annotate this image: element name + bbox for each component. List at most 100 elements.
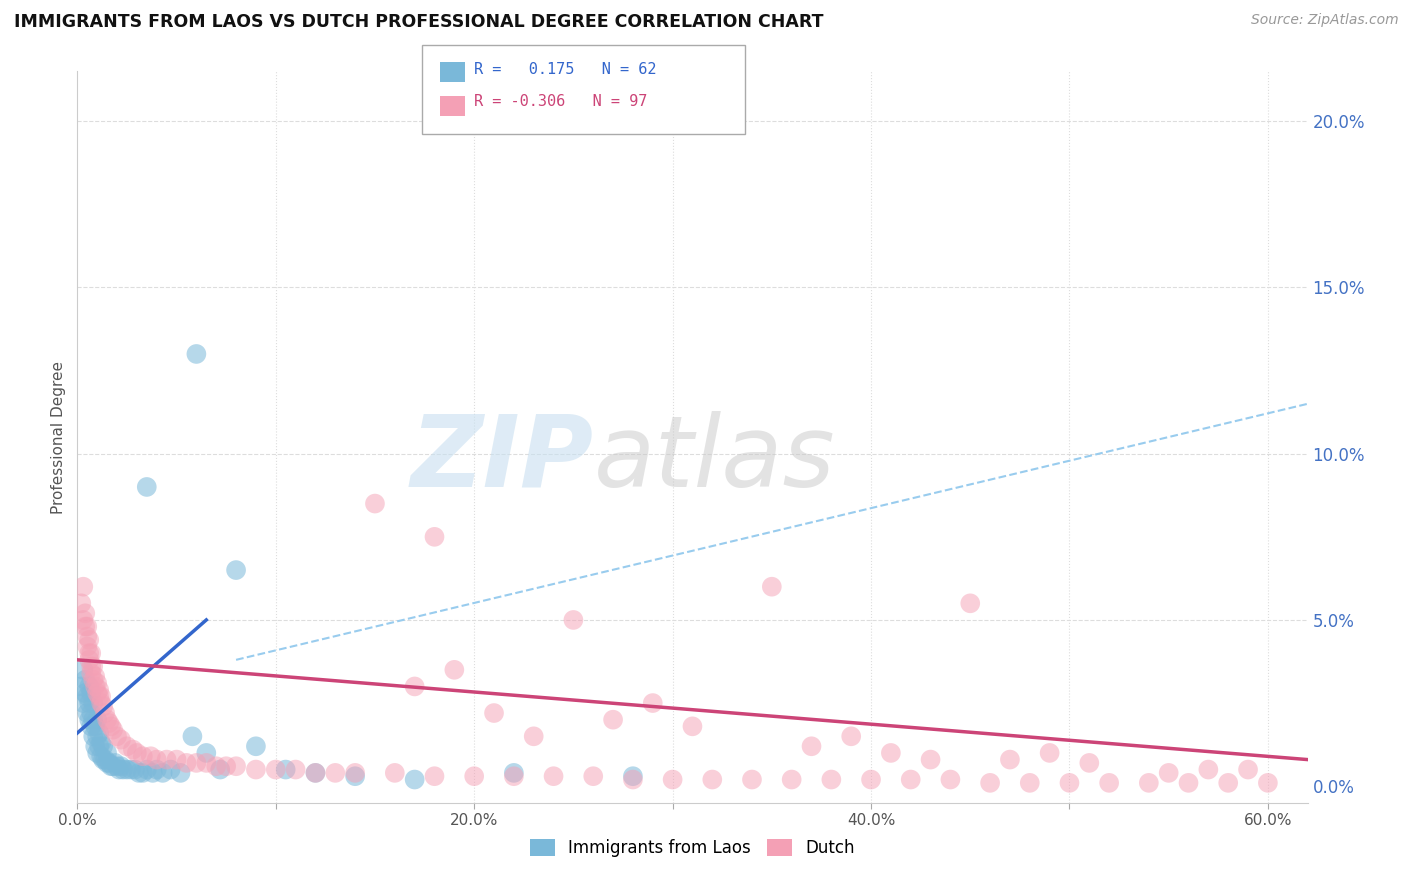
Text: R =   0.175   N = 62: R = 0.175 N = 62 [474,62,657,77]
Point [122,742,145,756]
Point [304,765,326,780]
Point [215,759,238,773]
Point [205,759,228,773]
Point [274,763,297,777]
Point [98,716,121,731]
Point [76,619,98,633]
Point [75,686,97,700]
Point [82,713,104,727]
Point [77,713,100,727]
Point [101,759,124,773]
Point [72,613,94,627]
Point [682,719,704,733]
Point [443,663,465,677]
Point [84,739,107,754]
Point [76,706,98,720]
Point [80,666,103,681]
Point [142,765,165,780]
Point [1197,763,1219,777]
Point [90,749,112,764]
Point [1177,776,1199,790]
Point [166,753,188,767]
Point [145,753,167,767]
Point [463,769,485,783]
Point [1098,776,1121,790]
Point [84,680,107,694]
Point [1018,776,1040,790]
Point [543,769,565,783]
Point [124,763,146,777]
Point [80,646,103,660]
Point [959,596,981,610]
Point [384,765,406,780]
Point [582,769,605,783]
Point [84,669,107,683]
Point [94,706,117,720]
Point [80,719,103,733]
Point [76,640,98,654]
Point [135,480,157,494]
Point [621,772,644,787]
Point [75,607,97,621]
Point [75,673,97,687]
Point [702,772,724,787]
Point [284,763,307,777]
Point [72,580,94,594]
Point [132,765,155,780]
Legend: Immigrants from Laos, Dutch: Immigrants from Laos, Dutch [523,832,862,864]
Point [89,690,111,704]
Point [176,756,198,770]
Point [159,763,181,777]
Point [76,630,98,644]
Point [741,772,763,787]
Point [77,696,100,710]
Point [105,729,128,743]
Point [195,756,218,770]
Point [364,497,387,511]
Point [115,739,138,754]
Text: R = -0.306   N = 97: R = -0.306 N = 97 [474,94,647,109]
Point [115,763,138,777]
Point [761,580,783,594]
Point [404,680,426,694]
Point [90,736,112,750]
Text: atlas: atlas [595,410,835,508]
Point [77,632,100,647]
Point [80,706,103,720]
Point [820,772,842,787]
Point [110,732,132,747]
Point [89,726,111,740]
Point [90,696,112,710]
Point [91,699,114,714]
Point [1218,776,1240,790]
Point [89,739,111,754]
Point [72,696,94,710]
Point [105,759,128,773]
Point [91,753,114,767]
Point [100,719,122,733]
Point [145,763,167,777]
Point [920,753,942,767]
Point [98,756,121,770]
Point [1237,763,1260,777]
Point [104,756,127,770]
Point [152,765,174,780]
Point [423,769,446,783]
Point [641,696,664,710]
Point [84,719,107,733]
Point [1257,776,1279,790]
Point [86,713,108,727]
Point [77,653,100,667]
Point [96,746,118,760]
Point [101,723,124,737]
Y-axis label: Professional Degree: Professional Degree [51,360,66,514]
Point [70,680,93,694]
Point [90,690,112,704]
Point [156,753,179,767]
Point [1157,765,1180,780]
Point [225,563,247,577]
Text: ZIP: ZIP [411,410,595,508]
Point [900,772,922,787]
Point [423,530,446,544]
Point [96,713,118,727]
